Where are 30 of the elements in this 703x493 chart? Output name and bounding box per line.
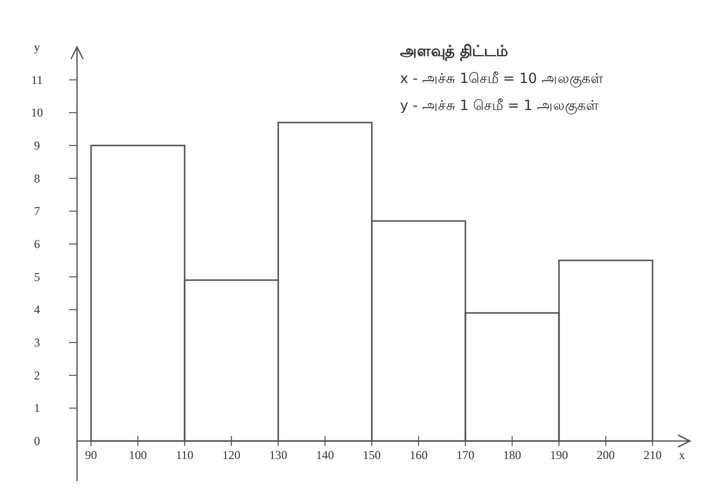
x-tick-label: 180 (503, 448, 522, 462)
annotation: அளவுத் திட்டம் (400, 42, 508, 61)
x-tick-label: 130 (269, 448, 288, 462)
annotation: x - அச்சு 1செமீ = 10 அலகுகள் (400, 71, 604, 88)
x-tick-label: 100 (128, 448, 147, 462)
y-axis-title: y (34, 40, 40, 54)
y-tick-label: 8 (34, 171, 40, 186)
x-tick-label: 150 (362, 448, 381, 462)
y-tick-label: 5 (34, 270, 40, 284)
x-tick-label: 170 (456, 448, 474, 462)
y-tick-label: 7 (34, 204, 40, 218)
y-tick-label: 6 (34, 237, 40, 251)
x-tick-label: 160 (410, 448, 428, 462)
y-tick-label: 3 (34, 336, 40, 350)
y-tick-label: 10 (31, 106, 43, 120)
annotation: y - அச்சு 1 செமீ = 1 அலகுகள் (400, 98, 600, 115)
x-tick-label: 200 (596, 448, 615, 462)
y-tick-label: 9 (34, 138, 40, 152)
x-tick-label: 190 (550, 448, 568, 462)
x-tick-label: 120 (222, 448, 240, 462)
x-tick-label: 90 (85, 448, 98, 462)
x-tick-label: 210 (644, 448, 662, 462)
y-tick-label: 1 (34, 401, 40, 416)
x-tick-label: 110 (176, 448, 194, 462)
y-tick-label: 11 (31, 72, 43, 87)
x-tick-label: 140 (316, 448, 334, 462)
y-tick-label: 2 (34, 368, 40, 382)
y-tick-label: 4 (34, 302, 40, 317)
y-tick-label: 0 (34, 434, 40, 448)
x-axis-title: x (679, 448, 685, 462)
